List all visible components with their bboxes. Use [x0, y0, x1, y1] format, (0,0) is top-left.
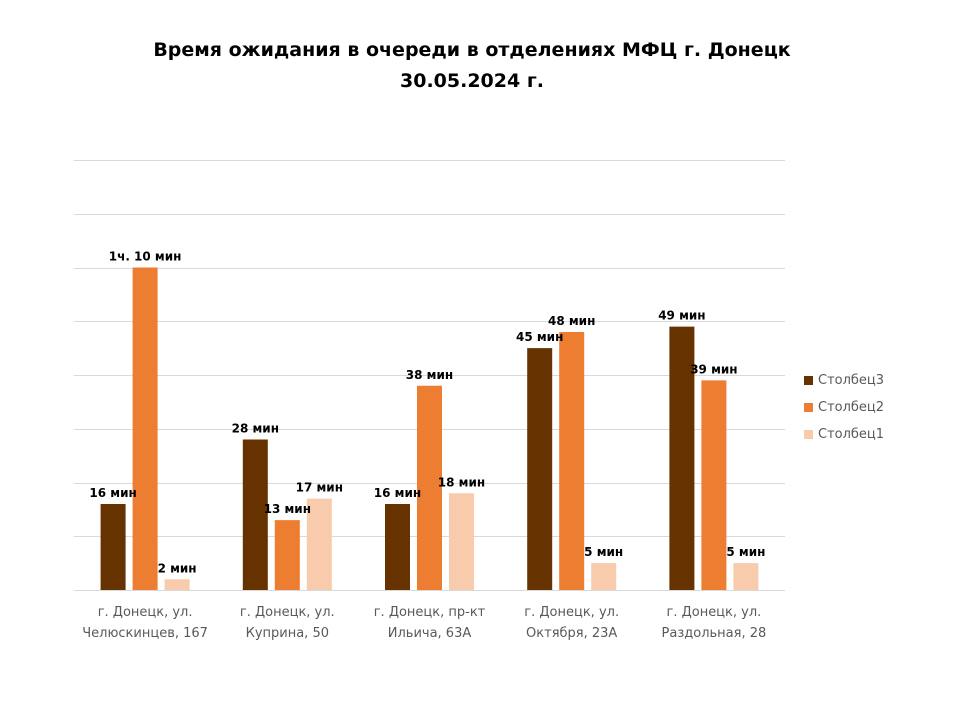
data-label: 45 мин [516, 330, 563, 344]
data-label: 28 мин [232, 422, 279, 436]
bar-series1-cat5 [733, 563, 759, 590]
bar-series1-cat1 [164, 579, 190, 590]
bar-series1-cat3 [449, 493, 474, 590]
x-tick-label: Ильича, 63А [388, 626, 472, 641]
bar-series3-cat3 [385, 504, 410, 590]
x-tick-label: г. Донецк, пр-кт [374, 605, 486, 620]
data-label: 5 мин [726, 545, 765, 559]
bars [100, 267, 759, 590]
legend-item-series3: Столбец3 [804, 367, 884, 394]
data-label: 39 мин [690, 362, 737, 376]
data-label: 13 мин [264, 502, 311, 516]
legend-swatch-series2 [804, 403, 813, 412]
bar-series2-cat5 [701, 380, 727, 590]
bar-series2-cat4 [559, 332, 585, 590]
bar-series3-cat4 [527, 348, 553, 590]
legend-swatch-series1 [804, 430, 813, 439]
data-label: 49 мин [658, 309, 705, 323]
x-axis-labels: г. Донецк, ул. Челюскинцев, 167 г. Донецк,… [82, 605, 766, 641]
bar-series3-cat5 [669, 326, 695, 590]
data-label: 17 мин [296, 481, 343, 495]
data-label: 1ч. 10 мин [109, 250, 182, 264]
x-tick-label: г. Донецк, ул. [524, 605, 619, 620]
bar-series2-cat1 [132, 267, 158, 590]
chart-title-line-1: Время ожидания в очереди в отделениях МФ… [153, 39, 791, 61]
x-tick-label: Челюскинцев, 167 [82, 626, 208, 641]
x-tick-label: Раздольная, 28 [662, 626, 767, 641]
bar-series2-cat3 [417, 385, 442, 590]
data-label: 18 мин [438, 475, 485, 489]
data-label: 48 мин [548, 314, 595, 328]
data-labels: 16 мин 1ч. 10 мин 2 мин 28 мин 13 мин 17 мин 1… [89, 250, 765, 576]
legend-label-series2: Столбец2 [818, 400, 885, 415]
bar-series2-cat2 [274, 520, 300, 590]
legend-label-series3: Столбец3 [818, 373, 885, 388]
x-tick-label: Октября, 23А [526, 626, 617, 641]
bar-series1-cat2 [306, 498, 332, 590]
x-tick-label: г. Донецк, ул. [98, 605, 193, 620]
x-tick-label: г. Донецк, ул. [240, 605, 335, 620]
data-label: 2 мин [158, 561, 197, 575]
x-tick-label: Куприна, 50 [246, 626, 329, 641]
legend-swatch-series3 [804, 376, 813, 385]
legend: Столбец3 Столбец2 Столбец1 [804, 367, 884, 448]
bar-series1-cat4 [591, 563, 617, 590]
data-label: 16 мин [89, 486, 136, 500]
bar-series3-cat2 [242, 439, 268, 590]
data-label: 16 мин [374, 486, 421, 500]
data-label: 38 мин [406, 368, 453, 382]
bar-series3-cat1 [100, 504, 126, 590]
legend-item-series1: Столбец1 [804, 421, 884, 448]
data-label: 5 мин [584, 545, 623, 559]
legend-label-series1: Столбец1 [818, 427, 885, 442]
chart-title-line-2: 30.05.2024 г. [400, 70, 544, 92]
x-tick-label: г. Донецк, ул. [666, 605, 761, 620]
legend-item-series2: Столбец2 [804, 394, 884, 421]
gridlines [74, 160, 785, 591]
